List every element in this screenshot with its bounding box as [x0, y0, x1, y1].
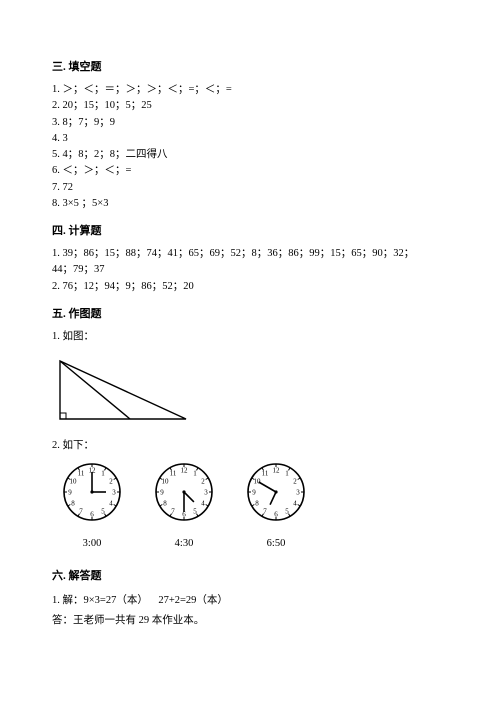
svg-text:5: 5 [101, 508, 105, 516]
svg-text:8: 8 [163, 500, 167, 508]
svg-text:10: 10 [69, 478, 77, 486]
svg-text:4: 4 [201, 500, 205, 508]
clock-svg: 123456789101112 [244, 460, 308, 524]
s4-line: 2. 76；12；94；9；86；52；20 [52, 279, 448, 295]
s3-line: 4. 3 [52, 131, 448, 147]
s6-line2: 答：王老师一共有 29 本作业本。 [52, 611, 448, 631]
s4-line: 1. 39；86；15；88；74；41；65；69；52；8；36；86；99… [52, 246, 448, 262]
svg-text:4: 4 [109, 500, 113, 508]
svg-text:12: 12 [181, 467, 189, 475]
clocks-row: 123456789101112 3:00 123456789101112 4:3… [60, 460, 448, 549]
svg-text:1: 1 [285, 470, 289, 478]
svg-text:6: 6 [274, 511, 278, 519]
clock-label: 4:30 [175, 538, 194, 549]
s3-line: 7. 72 [52, 180, 448, 196]
svg-text:11: 11 [262, 470, 269, 478]
s5-item2: 2. 如下： [52, 438, 448, 454]
clock-cell: 123456789101112 4:30 [152, 460, 216, 549]
svg-text:7: 7 [79, 508, 83, 516]
svg-text:5: 5 [193, 508, 197, 516]
s3-line: 6. ＜；＞；＜；= [52, 163, 448, 179]
svg-text:9: 9 [160, 489, 164, 497]
s5-item1: 1. 如图： [52, 329, 448, 345]
svg-text:2: 2 [201, 478, 205, 486]
svg-text:7: 7 [171, 508, 175, 516]
svg-text:1: 1 [193, 470, 197, 478]
svg-text:9: 9 [68, 489, 72, 497]
svg-text:8: 8 [71, 500, 75, 508]
svg-text:3: 3 [112, 489, 116, 497]
svg-text:8: 8 [255, 500, 259, 508]
svg-text:6: 6 [90, 511, 94, 519]
section-4-body: 1. 39；86；15；88；74；41；65；69；52；8；36；86；99… [52, 246, 448, 295]
triangle-svg [52, 353, 194, 427]
section-3-body: 1. ＞；＜；＝；＞；＞；＜；=；＜；= 2. 20；15；10；5；25 3.… [52, 82, 448, 212]
s3-line: 8. 3×5 ；5×3 [52, 196, 448, 212]
section-5-title: 五. 作图题 [52, 305, 448, 321]
section-3-title: 三. 填空题 [52, 58, 448, 74]
clock-label: 6:50 [267, 538, 286, 549]
clock-svg: 123456789101112 [152, 460, 216, 524]
s6-line1: 1. 解：9×3=27（本） 27+2=29（本） [52, 591, 448, 611]
s4-line: 44；79；37 [52, 262, 448, 278]
svg-text:1: 1 [101, 470, 105, 478]
svg-text:2: 2 [293, 478, 297, 486]
svg-text:11: 11 [78, 470, 85, 478]
s3-line: 3. 8；7；9；9 [52, 115, 448, 131]
clock-label: 3:00 [83, 538, 102, 549]
svg-text:10: 10 [253, 478, 261, 486]
triangle-figure [52, 353, 448, 430]
s3-line: 5. 4；8；2；8；二四得八 [52, 147, 448, 163]
svg-text:9: 9 [252, 489, 256, 497]
clock-svg: 123456789101112 [60, 460, 124, 524]
svg-text:3: 3 [204, 489, 208, 497]
s3-line: 2. 20；15；10；5；25 [52, 98, 448, 114]
svg-text:4: 4 [293, 500, 297, 508]
svg-text:10: 10 [161, 478, 169, 486]
section-4-title: 四. 计算题 [52, 222, 448, 238]
svg-text:3: 3 [296, 489, 300, 497]
svg-text:5: 5 [285, 508, 289, 516]
clock-cell: 123456789101112 3:00 [60, 460, 124, 549]
section-6-body: 1. 解：9×3=27（本） 27+2=29（本） 答：王老师一共有 29 本作… [52, 591, 448, 631]
svg-text:11: 11 [170, 470, 177, 478]
clock-cell: 123456789101112 6:50 [244, 460, 308, 549]
section-6-title: 六. 解答题 [52, 567, 448, 583]
s3-line: 1. ＞；＜；＝；＞；＞；＜；=；＜；= [52, 82, 448, 98]
svg-text:12: 12 [273, 467, 281, 475]
svg-text:2: 2 [109, 478, 113, 486]
svg-text:7: 7 [263, 508, 267, 516]
